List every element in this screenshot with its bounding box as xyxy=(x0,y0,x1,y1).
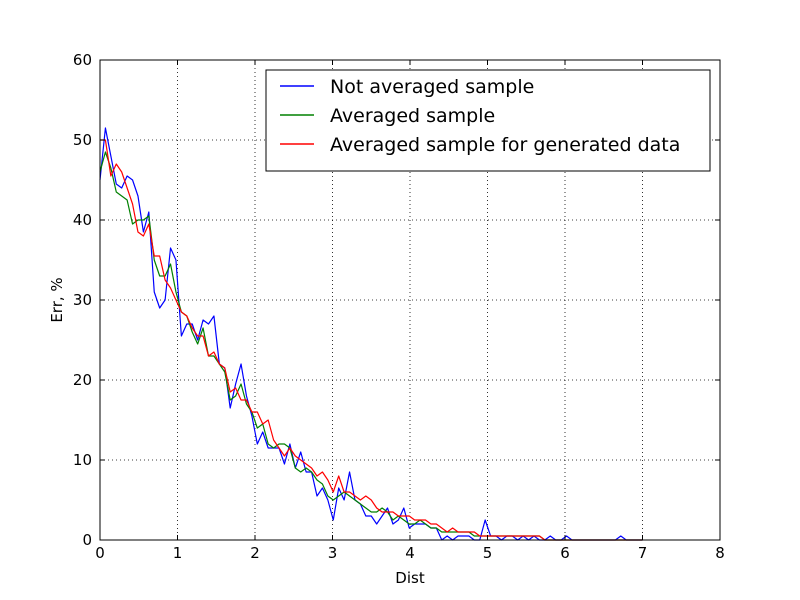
plot-series xyxy=(99,127,643,541)
y-tick-label: 60 xyxy=(73,51,92,69)
y-tick-label: 50 xyxy=(73,131,92,149)
series-line-0 xyxy=(99,127,643,541)
x-tick-label: 7 xyxy=(638,544,648,562)
series-line-1 xyxy=(99,151,643,541)
x-tick-label: 4 xyxy=(405,544,415,562)
series-line-2 xyxy=(100,139,643,541)
x-tick-label: 8 xyxy=(715,544,725,562)
legend-label: Averaged sample xyxy=(330,105,495,127)
axis-ticks xyxy=(99,59,721,541)
legend-box xyxy=(265,69,711,172)
x-axis-label: Dist xyxy=(395,569,425,587)
x-tick-label: 0 xyxy=(95,544,105,562)
y-tick-label: 40 xyxy=(73,211,92,229)
x-tick-label: 2 xyxy=(250,544,260,562)
legend: Not averaged sample Averaged sample Averag… xyxy=(265,69,711,172)
y-tick-label: 30 xyxy=(73,291,92,309)
y-tick-label: 0 xyxy=(82,531,92,549)
y-tick-label: 20 xyxy=(73,371,92,389)
legend-label: Not averaged sample xyxy=(330,76,534,98)
x-tick-label: 3 xyxy=(328,544,338,562)
x-tick-label: 6 xyxy=(560,544,570,562)
x-tick-label: 1 xyxy=(173,544,183,562)
legend-label: Averaged sample for generated data xyxy=(330,134,680,156)
x-tick-label: 5 xyxy=(483,544,493,562)
tick-labels: 0 1 2 3 4 5 6 7 8 0 10 20 30 40 50 60 xyxy=(73,51,725,562)
y-tick-label: 10 xyxy=(73,451,92,469)
y-axis-label: Err, % xyxy=(48,277,66,322)
